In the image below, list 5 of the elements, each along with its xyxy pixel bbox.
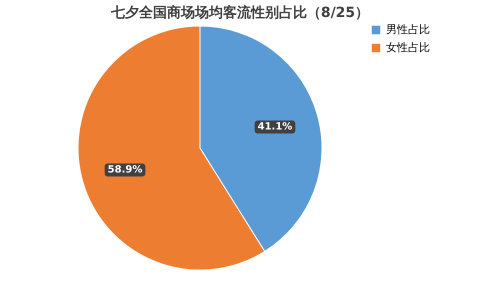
- chart-title: 七夕全国商场场均客流性别占比（8/25）: [110, 4, 370, 21]
- data-label: 58.9%: [108, 164, 142, 176]
- data-label: 41.1%: [258, 121, 292, 132]
- legend-label: 男性占比: [386, 23, 430, 36]
- legend-label: 女性占比: [386, 41, 430, 54]
